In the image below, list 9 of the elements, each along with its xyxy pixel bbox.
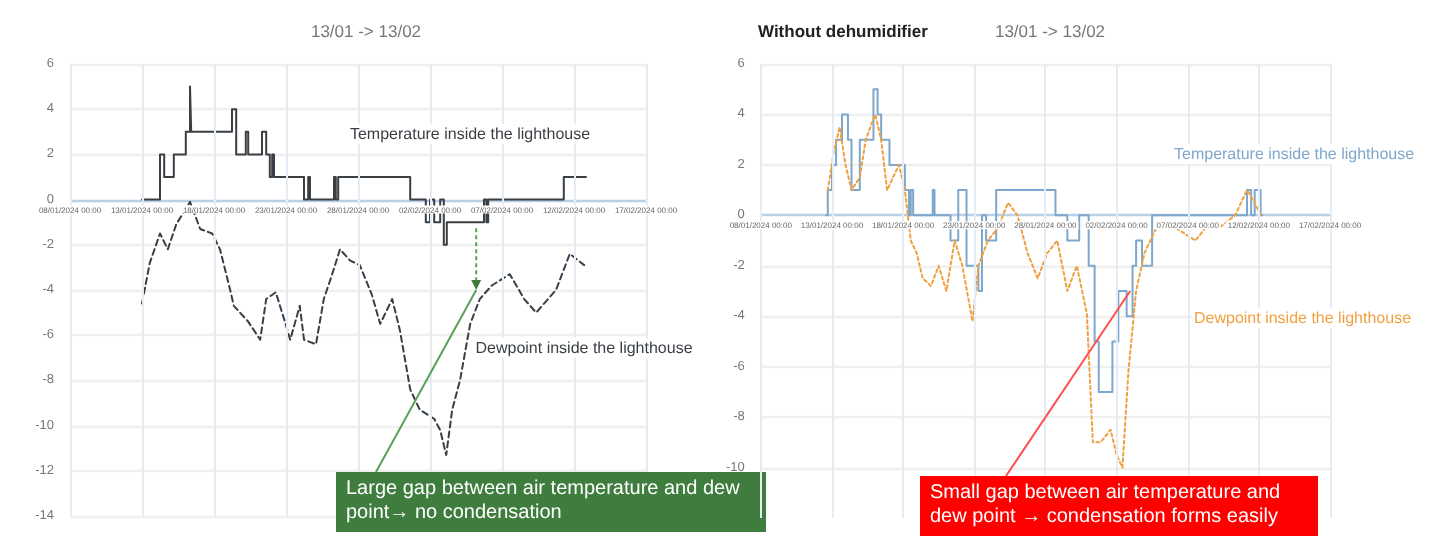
- series-label: Dewpoint inside the lighthouse: [475, 339, 694, 357]
- chart-title: Without dehumidifier: [758, 21, 930, 41]
- annotation: Small gap between air temperature and dew point → condensation forms easily: [920, 476, 1318, 536]
- chart-subtitle: 13/01 -> 13/02: [994, 21, 1106, 41]
- text: Temperature inside the lighthouse: [349, 125, 592, 143]
- chart-subtitle: 13/01 -> 13/02: [310, 21, 422, 41]
- annotation: Large gap between air temperature and dew point→ no condensation: [336, 472, 766, 532]
- text: Temperature inside the lighthouse: [1174, 145, 1416, 163]
- text: Dewpoint inside the lighthouse: [1194, 309, 1413, 327]
